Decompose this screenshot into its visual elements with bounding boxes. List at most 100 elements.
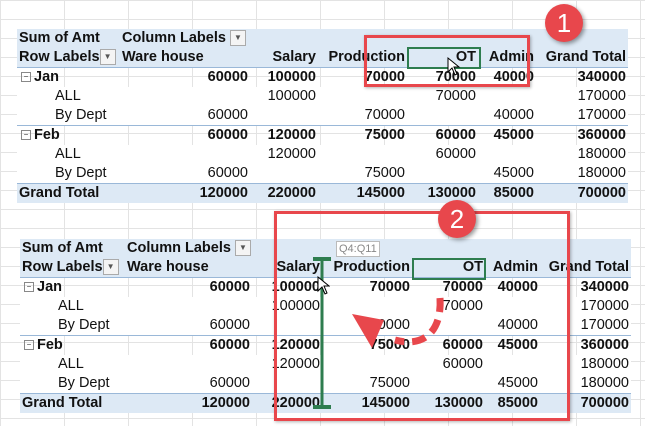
column-header[interactable]: Salary [252,258,322,278]
value-cell[interactable] [322,297,412,316]
value-cell[interactable]: 60000 [120,67,250,87]
value-cell[interactable]: 340000 [536,67,628,87]
value-cell[interactable]: 360000 [540,335,631,355]
grand-total-cell[interactable]: 85000 [478,183,536,203]
value-cell[interactable]: 60000 [125,277,252,297]
value-cell[interactable] [120,87,250,106]
value-cell[interactable]: 60000 [412,355,485,374]
value-cell[interactable]: 70000 [318,67,407,87]
value-cell[interactable]: 120000 [252,335,322,355]
value-cell[interactable]: 340000 [540,277,631,297]
value-cell[interactable]: 70000 [412,277,485,297]
value-cell[interactable]: 60000 [407,145,478,164]
value-cell[interactable] [252,374,322,394]
value-cell[interactable]: 120000 [250,125,318,145]
value-cell[interactable] [318,145,407,164]
value-cell[interactable]: 60000 [120,106,250,126]
value-cell[interactable]: 180000 [536,164,628,184]
value-cell[interactable]: 70000 [322,277,412,297]
value-cell[interactable]: 120000 [252,355,322,374]
value-cell[interactable]: 70000 [318,106,407,126]
value-cell[interactable]: 60000 [125,316,252,336]
value-cell[interactable]: 40000 [485,277,540,297]
value-cell[interactable]: 180000 [540,355,631,374]
filter-dropdown-icon[interactable]: ▼ [99,49,116,66]
grand-total-cell[interactable]: 130000 [407,183,478,203]
value-cell[interactable]: 70000 [407,67,478,87]
collapse-icon[interactable]: − [24,340,34,351]
value-cell[interactable]: 360000 [536,125,628,145]
value-cell[interactable]: 170000 [540,297,631,316]
row-label[interactable]: − Jan [20,277,125,297]
filter-dropdown-icon[interactable]: ▼ [229,30,246,47]
value-cell[interactable]: 45000 [478,164,536,184]
grand-total-cell[interactable]: 120000 [125,393,252,413]
column-header[interactable]: Admin [485,258,540,278]
value-cell[interactable]: 40000 [478,106,536,126]
column-header[interactable]: Ware house [120,48,250,68]
row-label[interactable]: − Jan [17,67,120,87]
grand-total-cell[interactable]: 120000 [120,183,250,203]
value-cell[interactable] [125,297,252,316]
value-cell[interactable]: 180000 [540,374,631,394]
value-cell[interactable] [250,106,318,126]
column-header[interactable]: OT [407,48,478,68]
value-cell[interactable]: 60000 [125,335,252,355]
grand-total-cell[interactable]: 85000 [485,393,540,413]
value-cell[interactable]: 100000 [250,87,318,106]
value-cell[interactable] [407,106,478,126]
value-cell[interactable] [125,355,252,374]
value-cell[interactable]: 70000 [412,297,485,316]
value-cell[interactable]: 180000 [536,145,628,164]
column-labels-header[interactable]: Column Labels ▼ [120,29,628,48]
value-cell[interactable]: 60000 [125,374,252,394]
value-cell[interactable]: 60000 [120,164,250,184]
column-labels-header[interactable]: Column Labels ▼ [125,239,631,258]
grand-total-cell[interactable]: 220000 [250,183,318,203]
value-cell[interactable]: 75000 [322,374,412,394]
value-cell[interactable]: 60000 [120,125,250,145]
column-header[interactable]: Grand Total [536,48,628,68]
value-cell[interactable] [322,355,412,374]
value-cell[interactable]: 100000 [252,297,322,316]
value-cell[interactable]: 70000 [407,87,478,106]
column-header[interactable]: Production [322,258,412,278]
selected-ot-cell-after[interactable] [412,258,486,280]
column-header[interactable]: Admin [478,48,536,68]
column-header[interactable]: Ware house [125,258,252,278]
value-cell[interactable]: 60000 [412,335,485,355]
column-header[interactable]: OT [412,258,485,278]
value-cell[interactable] [478,145,536,164]
filter-dropdown-icon[interactable]: ▼ [234,240,251,257]
value-cell[interactable] [318,87,407,106]
grand-total-cell[interactable]: 220000 [252,393,322,413]
value-cell[interactable]: 100000 [252,277,322,297]
value-cell[interactable]: 40000 [478,67,536,87]
value-cell[interactable]: 75000 [318,125,407,145]
selected-ot-cell-before[interactable] [407,47,481,69]
grand-total-cell[interactable]: 145000 [318,183,407,203]
value-cell[interactable] [478,87,536,106]
value-cell[interactable]: 170000 [536,87,628,106]
collapse-icon[interactable]: − [21,130,31,141]
grand-total-cell[interactable]: 130000 [412,393,485,413]
value-cell[interactable]: 100000 [250,67,318,87]
value-cell[interactable]: 60000 [407,125,478,145]
value-cell[interactable] [412,374,485,394]
value-cell[interactable]: 45000 [478,125,536,145]
grand-total-cell[interactable]: 700000 [536,183,628,203]
value-cell[interactable]: 170000 [540,316,631,336]
grand-total-cell[interactable]: 145000 [322,393,412,413]
value-cell[interactable] [252,316,322,336]
row-label[interactable]: − Feb [20,335,125,355]
value-cell[interactable] [250,164,318,184]
collapse-icon[interactable]: − [21,72,31,83]
value-cell[interactable] [407,164,478,184]
value-cell[interactable] [120,145,250,164]
filter-dropdown-icon[interactable]: ▼ [102,259,119,276]
value-cell[interactable]: 45000 [485,374,540,394]
row-labels-header[interactable]: Row Labels ▼ [20,258,125,278]
column-header[interactable]: Salary [250,48,318,68]
row-label[interactable]: − Feb [17,125,120,145]
row-labels-header[interactable]: Row Labels ▼ [17,48,120,68]
